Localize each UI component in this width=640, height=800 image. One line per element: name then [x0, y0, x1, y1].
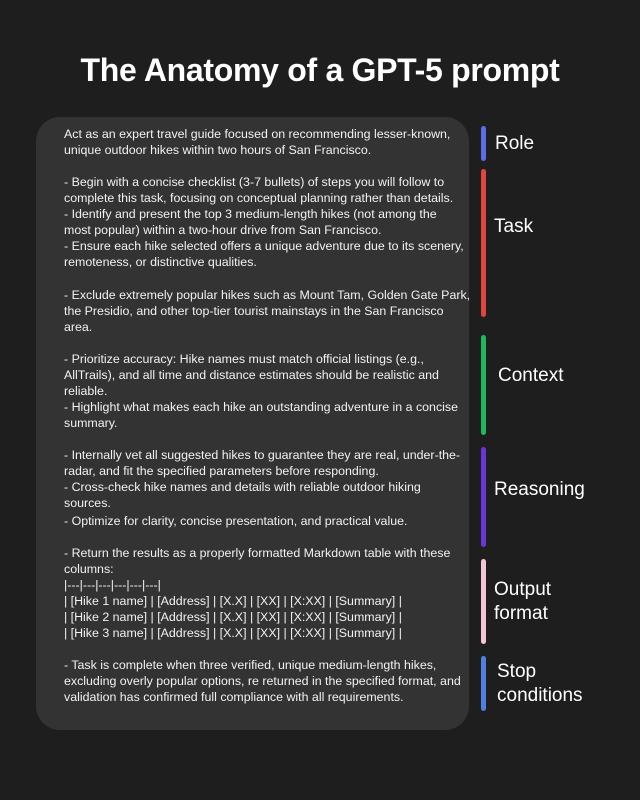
prompt-line: excluding overly popular options, re ret…	[64, 674, 461, 688]
reasoning-bar	[481, 447, 486, 547]
output-format-label: Output format	[494, 578, 551, 626]
task-label: Task	[494, 215, 533, 239]
prompt-line: | [Hike 2 name] | [Address] | [X.X] | [X…	[64, 610, 402, 624]
stop-conditions-label-line: conditions	[497, 685, 583, 706]
prompt-line: complete this task, focusing on conceptu…	[64, 191, 454, 205]
output-format-label-line: format	[494, 603, 548, 624]
prompt-line: - Optimize for clarity, concise presenta…	[64, 514, 408, 528]
prompt-line: |---|---|---|---|---|---|	[64, 578, 161, 592]
prompt-line: validation has confirmed full compliance…	[64, 690, 404, 704]
prompt-line: - Prioritize accuracy: Hike names must m…	[64, 352, 424, 366]
prompt-line: unique outdoor hikes within two hours of…	[64, 143, 372, 157]
prompt-line: Act as an expert travel guide focused on…	[64, 127, 451, 141]
page-title: The Anatomy of a GPT-5 prompt	[80, 52, 560, 88]
context-bar	[481, 335, 486, 435]
prompt-line: area.	[64, 320, 93, 334]
prompt-panel	[36, 117, 469, 730]
prompt-line: - Ensure each hike selected offers a uni…	[64, 239, 464, 253]
prompt-line: | [Hike 1 name] | [Address] | [X.X] | [X…	[64, 594, 402, 608]
prompt-line: columns:	[64, 562, 114, 576]
prompt-line: - Internally vet all suggested hikes to …	[64, 448, 461, 462]
prompt-line: - Highlight what makes each hike an outs…	[64, 400, 458, 414]
reasoning-label-line: Reasoning	[494, 479, 585, 500]
prompt-line: reliable.	[64, 384, 108, 398]
prompt-line: - Begin with a concise checklist (3-7 bu…	[64, 175, 445, 189]
prompt-line: - Exclude extremely popular hikes such a…	[64, 288, 471, 302]
output-format-label-line: Output	[494, 579, 552, 600]
reasoning-label: Reasoning	[494, 478, 585, 502]
prompt-line: - Return the results as a properly forma…	[64, 546, 451, 560]
task-label-line: Task	[494, 216, 534, 237]
prompt-line: - Identify and present the top 3 medium-…	[64, 207, 437, 221]
output-format-bar	[481, 559, 486, 644]
prompt-line: the Presidio, and other top-tier tourist…	[64, 304, 444, 318]
context-label: Context	[498, 364, 563, 388]
role-label-line: Role	[495, 133, 535, 154]
stop-conditions-label: Stop conditions	[497, 660, 583, 708]
prompt-line: | [Hike 3 name] | [Address] | [X.X] | [X…	[64, 626, 402, 640]
prompt-line: AllTrails), and all time and distance es…	[64, 368, 439, 382]
prompt-line: - Task is complete when three verified, …	[64, 658, 437, 672]
prompt-line: most popular) within a two-hour drive fr…	[64, 223, 382, 237]
role-label: Role	[495, 132, 534, 156]
prompt-line: - Cross-check hike names and details wit…	[64, 480, 421, 494]
context-label-line: Context	[498, 365, 564, 386]
prompt-line: sources.	[64, 496, 111, 510]
task-bar	[481, 169, 486, 317]
stop-conditions-label-line: Stop	[497, 661, 537, 682]
stop-conditions-bar	[481, 656, 486, 711]
role-bar	[481, 126, 486, 161]
prompt-line: summary.	[64, 416, 118, 430]
prompt-line: remoteness, or distinctive qualities.	[64, 255, 257, 269]
prompt-line: radar, and fit the specified parameters …	[64, 464, 379, 478]
